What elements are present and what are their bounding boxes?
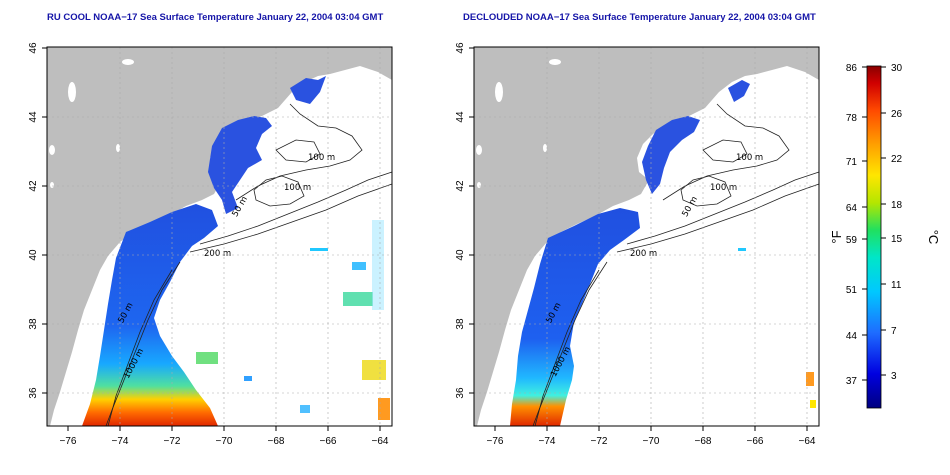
left-x-tick-66: −66 [320,436,337,447]
right-y-tick-44: 44 [455,111,466,123]
right-map-sst-fundy [728,80,750,102]
colorbar-f-tick-59: 59 [846,235,858,246]
left-map-sst-speckle [196,220,390,420]
colorbar-c-tick-30: 30 [891,63,903,74]
colorbar-c-tick-26: 26 [891,109,903,120]
right-x-tick-66: −66 [747,436,764,447]
right-map-lakes [476,59,561,188]
right-map-sst-gulf-maine [642,116,700,194]
colorbar-f-tick-78: 78 [846,113,858,124]
colorbar-f-tick-51: 51 [846,285,858,296]
colorbar-f-tick-37: 37 [846,376,858,387]
left-y-tick-40: 40 [28,249,39,261]
colorbar-c-tick-7: 7 [891,326,897,337]
right-map-sst-shelf [510,208,640,426]
right-y-tick-38: 38 [455,318,466,330]
right-map-tick-marks [469,47,808,431]
colorbar-celsius-unit: °C [926,230,941,245]
right-map-contours [532,103,820,427]
colorbar-gradient [866,65,882,409]
right-map-title: DECLOUDED NOAA−17 Sea Surface Temperatur… [463,12,816,23]
left-x-tick-70: −70 [216,436,233,447]
right-map-land [474,47,819,426]
left-map-title: RU COOL NOAA−17 Sea Surface Temperature … [47,12,384,23]
left-map: 100 m 100 m 50 m 200 m 50 m 1000 m −76 −… [28,42,393,447]
colorbar-fahrenheit-unit: °F [829,230,844,243]
right-map-frame [473,46,820,427]
right-map-contour-label-200m: 200 m [630,249,657,259]
left-y-tick-38: 38 [28,318,39,330]
left-map-frame [46,46,393,427]
colorbar-c-tick-11: 11 [891,280,902,291]
right-y-tick-40: 40 [455,249,466,261]
left-map-tick-marks [42,47,381,431]
right-x-tick-76: −76 [487,436,504,447]
left-map-contour-label-100m-north: 100 m [308,153,335,163]
right-map-sst-speckle [738,248,816,408]
left-map-sst-fundy [290,76,326,104]
left-y-tick-46: 46 [28,42,39,54]
colorbar: 86 78 71 64 59 51 44 37 30 26 22 18 15 1… [829,63,941,409]
colorbar-tick-marks [862,66,886,381]
colorbar-c-tick-22: 22 [891,154,903,165]
colorbar-c-tick-3: 3 [891,371,897,382]
left-x-tick-74: −74 [112,436,129,447]
left-map-contour-label-200m: 200 m [204,249,231,259]
left-map-lakes [49,59,134,188]
left-x-tick-64: −64 [372,436,389,447]
left-x-tick-72: −72 [164,436,181,447]
right-map: 100 m 100 m 50 m 200 m 50 m 1000 m −76 −… [455,42,820,447]
colorbar-f-tick-44: 44 [846,331,858,342]
left-x-tick-68: −68 [268,436,285,447]
colorbar-c-tick-18: 18 [891,200,903,211]
right-map-contour-label-100m: 100 m [710,183,737,193]
colorbar-f-tick-86: 86 [846,63,858,74]
left-x-tick-76: −76 [60,436,77,447]
left-map-contours [105,103,393,427]
right-y-tick-46: 46 [455,42,466,54]
left-map-contour-label-100m: 100 m [284,183,311,193]
left-y-tick-42: 42 [28,180,39,192]
right-x-tick-74: −74 [539,436,556,447]
right-x-tick-64: −64 [799,436,816,447]
right-x-tick-72: −72 [591,436,608,447]
left-map-gridlines [47,47,392,426]
colorbar-f-tick-71: 71 [846,157,858,168]
left-map-land [47,47,392,426]
right-map-gridlines [474,47,819,426]
left-map-sst-gulf-maine [208,116,272,214]
right-y-tick-42: 42 [455,180,466,192]
colorbar-c-tick-15: 15 [891,234,903,245]
left-y-tick-44: 44 [28,111,39,123]
right-map-contour-label-100m-north: 100 m [736,153,763,163]
left-y-tick-36: 36 [28,387,39,399]
right-x-tick-68: −68 [695,436,712,447]
colorbar-f-tick-64: 64 [846,203,858,214]
right-y-tick-36: 36 [455,387,466,399]
right-x-tick-70: −70 [643,436,660,447]
